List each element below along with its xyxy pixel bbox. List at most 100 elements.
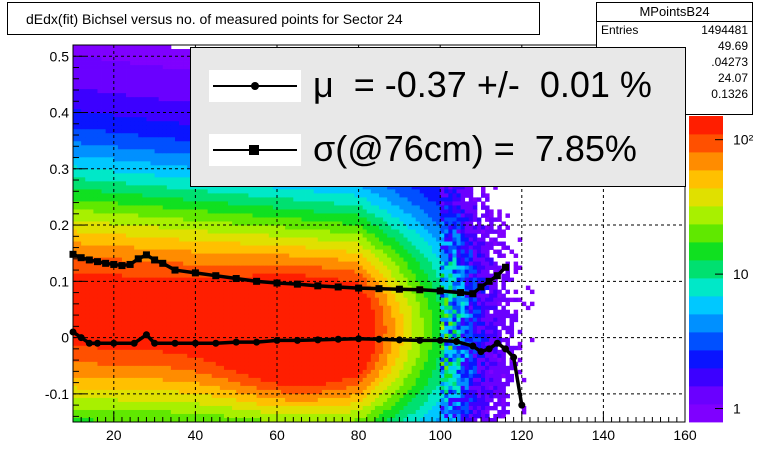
- heat-cell: [289, 385, 294, 391]
- heat-cell: [89, 281, 94, 287]
- heat-cell: [121, 69, 127, 74]
- heat-cell: [117, 217, 123, 222]
- heat-cell: [142, 197, 147, 202]
- heat-cell: [244, 397, 249, 403]
- heat-cell: [264, 265, 270, 270]
- heat-cell: [260, 265, 266, 270]
- heat-cell: [150, 189, 155, 194]
- heat-cell: [228, 337, 233, 343]
- heat-cell: [281, 333, 286, 339]
- heat-cell: [105, 357, 111, 363]
- heat-cell: [93, 305, 98, 311]
- heat-cell: [154, 345, 160, 351]
- heat-cell: [101, 117, 107, 122]
- heat-cell: [97, 409, 102, 415]
- heat-cell: [228, 237, 233, 242]
- heat-cell: [281, 201, 286, 206]
- heat-cell: [154, 209, 160, 214]
- heat-cell: [105, 409, 111, 415]
- heat-cell: [89, 201, 94, 206]
- heat-cell: [264, 253, 270, 258]
- heat-cell: [117, 313, 123, 319]
- heat-cell: [244, 381, 249, 387]
- heat-cell: [113, 133, 119, 138]
- heat-cell: [109, 333, 115, 339]
- heat-cell: [187, 57, 192, 62]
- heat-cell: [256, 197, 262, 202]
- heat-cell: [179, 381, 184, 387]
- heat-cell: [260, 233, 266, 238]
- heat-cell: [175, 237, 180, 242]
- heat-cell: [240, 321, 245, 327]
- heat-cell: [89, 389, 94, 395]
- heat-cell: [97, 177, 102, 182]
- heat-cell: [89, 409, 94, 415]
- heat-cell: [134, 81, 139, 86]
- heat-cell: [179, 49, 184, 54]
- heat-cell: [150, 217, 155, 222]
- heat-cell: [166, 153, 172, 158]
- heat-cell: [281, 221, 286, 226]
- heat-cell: [264, 209, 270, 214]
- heat-cell: [97, 209, 102, 214]
- heat-cell: [113, 177, 119, 182]
- heat-cell: [179, 277, 184, 283]
- heat-cell: [150, 413, 155, 419]
- heat-cell: [281, 409, 286, 415]
- heat-cell: [150, 209, 155, 214]
- heat-cell: [117, 229, 123, 234]
- heat-cell: [117, 193, 123, 198]
- heat-cell: [93, 161, 98, 166]
- heat-cell: [138, 261, 143, 266]
- heat-cell: [109, 117, 115, 122]
- heat-cell: [126, 325, 131, 331]
- heat-cell: [105, 105, 111, 110]
- heat-cell: [130, 249, 135, 254]
- heat-cell: [170, 361, 176, 367]
- heat-cell: [85, 409, 90, 415]
- heat-cell: [175, 65, 180, 70]
- heat-cell: [232, 189, 237, 194]
- heat-cell: [77, 381, 82, 387]
- heat-cell: [113, 197, 119, 202]
- heat-cell: [281, 369, 286, 375]
- heat-cell: [248, 197, 253, 202]
- heat-cell: [126, 201, 131, 206]
- heat-cell: [179, 337, 184, 343]
- heat-cell: [138, 101, 143, 106]
- heat-cell: [195, 265, 200, 270]
- heat-cell: [219, 393, 225, 399]
- heat-cell: [162, 245, 168, 250]
- heat-cell: [285, 325, 290, 331]
- heat-cell: [244, 389, 249, 395]
- heat-cell: [256, 377, 262, 383]
- heat-cell: [166, 61, 172, 66]
- heat-cell: [105, 181, 111, 186]
- heat-cell: [138, 309, 143, 315]
- heat-cell: [289, 353, 294, 359]
- heat-cell: [240, 397, 245, 403]
- heat-cell: [170, 393, 176, 399]
- heat-cell: [146, 241, 151, 246]
- heat-cell: [150, 169, 155, 174]
- heat-cell: [150, 161, 155, 166]
- heat-cell: [268, 409, 274, 415]
- heat-cell: [97, 265, 102, 270]
- heat-cell: [195, 357, 200, 363]
- heat-cell: [97, 153, 102, 158]
- heat-cell: [113, 149, 119, 154]
- heat-cell: [170, 249, 176, 254]
- heat-cell: [170, 293, 176, 299]
- heat-cell: [85, 45, 90, 50]
- heat-cell: [97, 417, 102, 423]
- heat-cell: [277, 269, 282, 275]
- heat-cell: [158, 309, 164, 315]
- heat-cell: [113, 377, 119, 383]
- heat-cell: [117, 165, 123, 170]
- heat-cell: [130, 369, 135, 375]
- heat-cell: [77, 417, 82, 423]
- heat-cell: [162, 309, 168, 315]
- heat-cell: [73, 141, 78, 146]
- heat-cell: [109, 365, 115, 371]
- heat-cell: [179, 217, 184, 222]
